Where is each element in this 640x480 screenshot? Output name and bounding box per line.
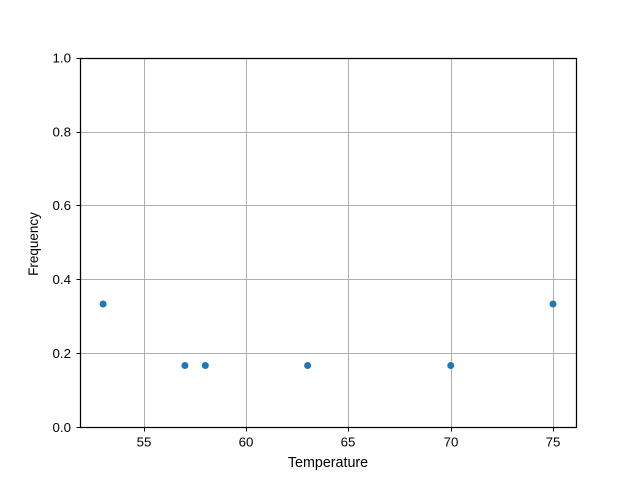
svg-text:Temperature: Temperature <box>288 455 368 471</box>
svg-text:0.0: 0.0 <box>53 420 72 435</box>
svg-text:0.2: 0.2 <box>53 346 72 361</box>
svg-text:0.6: 0.6 <box>53 198 72 213</box>
svg-text:70: 70 <box>444 435 459 450</box>
svg-text:0.4: 0.4 <box>53 272 72 287</box>
svg-text:75: 75 <box>546 435 561 450</box>
svg-text:1.0: 1.0 <box>53 51 72 66</box>
svg-text:65: 65 <box>341 435 356 450</box>
svg-text:60: 60 <box>239 435 254 450</box>
svg-text:0.8: 0.8 <box>53 125 72 140</box>
svg-text:55: 55 <box>137 435 152 450</box>
svg-text:Frequency: Frequency <box>26 212 41 276</box>
